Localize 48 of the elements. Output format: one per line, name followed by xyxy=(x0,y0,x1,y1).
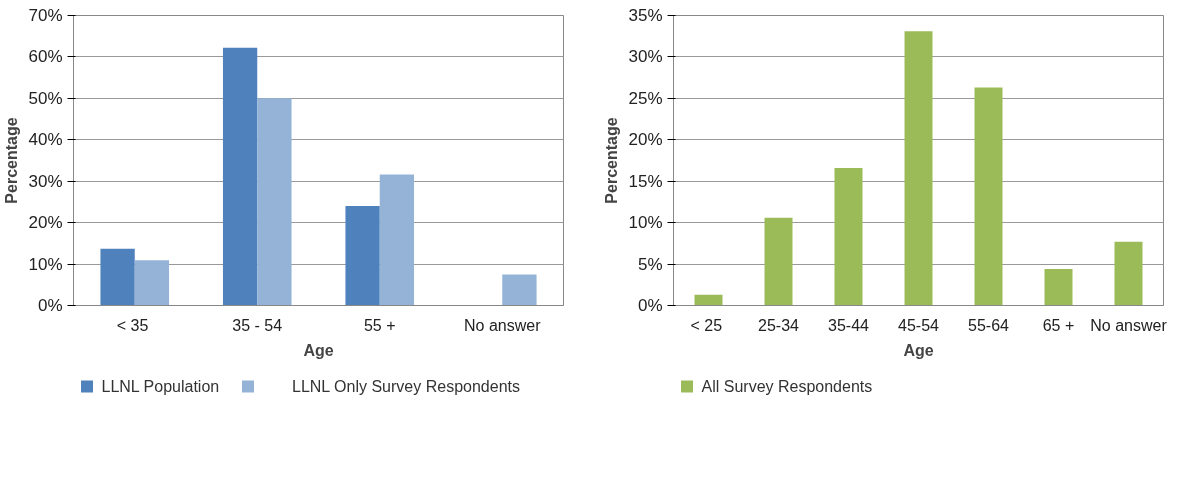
y-tick-label: 20% xyxy=(628,130,663,150)
bar xyxy=(974,87,1003,306)
x-axis-title: Age xyxy=(903,341,934,359)
bar xyxy=(345,206,380,306)
bar xyxy=(1044,269,1073,306)
legend-label: All Survey Respondents xyxy=(701,378,873,395)
x-tick-label: 55-64 xyxy=(968,316,1010,334)
y-axis-title: Percentage xyxy=(603,117,621,204)
bar xyxy=(834,167,863,306)
y-tick-label: 30% xyxy=(28,171,63,191)
x-tick-label: 35 - 54 xyxy=(232,316,283,334)
bar xyxy=(764,217,793,306)
bar xyxy=(257,98,292,306)
y-tick-label: 0% xyxy=(637,296,663,315)
y-tick-label: 25% xyxy=(628,88,663,108)
y-axis-title: Percentage xyxy=(3,117,21,204)
bar xyxy=(1114,241,1143,306)
y-tick-label: 10% xyxy=(628,213,663,233)
bar xyxy=(222,47,258,306)
y-tick-label: 5% xyxy=(637,254,663,274)
x-tick-label: No answer xyxy=(1090,316,1168,334)
y-tick-label: 0% xyxy=(37,296,63,315)
x-tick-label: < 25 xyxy=(690,316,723,334)
x-tick-label: No answer xyxy=(464,316,542,334)
y-tick-label: 35% xyxy=(628,6,663,25)
bar xyxy=(379,174,415,306)
bar xyxy=(904,31,933,306)
bar xyxy=(100,248,135,306)
y-tick-label: 20% xyxy=(28,213,63,233)
y-tick-label: 60% xyxy=(28,47,63,67)
x-tick-label: 25-34 xyxy=(758,316,800,334)
legend-label: LLNL Population xyxy=(101,378,220,395)
x-tick-label: 35-44 xyxy=(828,316,870,334)
bar xyxy=(502,274,537,306)
x-tick-label: 45-54 xyxy=(898,316,940,334)
y-tick-label: 70% xyxy=(28,6,63,25)
x-tick-label: < 35 xyxy=(116,316,149,334)
bar xyxy=(134,260,170,306)
y-tick-label: 30% xyxy=(628,47,663,67)
x-tick-label: 55 + xyxy=(363,316,396,334)
y-tick-label: 50% xyxy=(28,88,63,108)
x-tick-label: 65 + xyxy=(1042,316,1075,334)
bar xyxy=(694,294,723,306)
y-tick-label: 10% xyxy=(28,254,63,274)
x-axis-title: Age xyxy=(303,341,334,359)
y-tick-label: 15% xyxy=(628,171,663,191)
legend-label: LLNL Only Survey Respondents xyxy=(292,378,520,395)
y-tick-label: 40% xyxy=(28,130,63,150)
